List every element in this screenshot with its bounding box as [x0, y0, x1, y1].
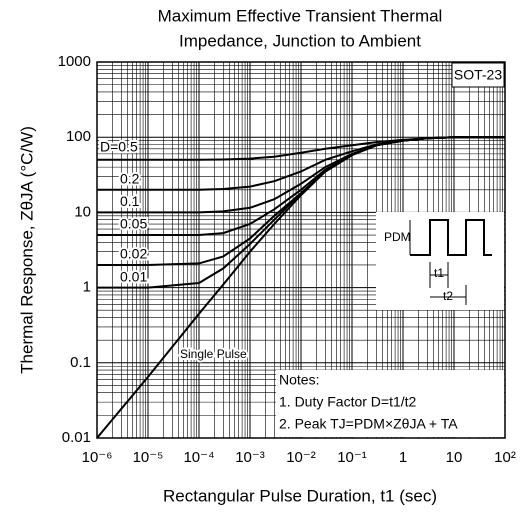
y-tick-label: 1000 [58, 53, 91, 70]
y-tick-label: 1 [83, 279, 91, 296]
package-label: SOT-23 [454, 67, 502, 83]
note-text: 1. Duty Factor D=t1/t2 [279, 394, 417, 410]
x-tick-label: 10² [494, 449, 516, 466]
pulse-box [376, 212, 504, 310]
x-tick-label: 1 [399, 449, 407, 466]
plot-frame [96, 61, 506, 439]
notes-box [276, 370, 504, 437]
x-tick-label: 10⁻³ [235, 449, 265, 466]
series-label: 0.05 [120, 216, 147, 232]
package-box [451, 62, 505, 88]
y-tick-label: 10 [74, 203, 91, 220]
pulse-label: t2 [443, 289, 453, 303]
series-line [96, 136, 505, 439]
x-tick-label: 10⁻⁶ [82, 449, 113, 466]
series-label: 0.02 [120, 246, 147, 262]
chart-title: Impedance, Junction to Ambient [179, 31, 421, 50]
pulse-dims [409, 220, 467, 305]
x-tick-label: 10⁻¹ [337, 449, 367, 466]
x-tick-label: 10⁻⁵ [133, 449, 164, 466]
y-tick-label: 0.1 [70, 354, 91, 371]
series-label: D=0.5 [100, 139, 138, 155]
x-axis-label: Rectangular Pulse Duration, t1 (sec) [163, 486, 437, 505]
pulse-label: t1 [434, 266, 444, 280]
pulse-label: PDM [384, 230, 411, 244]
chart-title: Maximum Effective Transient Thermal [158, 6, 443, 25]
series-label: Single Pulse [180, 347, 247, 361]
y-tick-label: 0.01 [62, 429, 91, 446]
y-tick-label: 100 [66, 128, 91, 145]
x-tick-label: 10⁻⁴ [183, 449, 214, 466]
y-axis-label: Thermal Response, ZθJA (°C/W) [17, 126, 36, 374]
series-label: 0.1 [120, 193, 140, 209]
pulse-wave [410, 219, 492, 256]
series-label: 0.2 [120, 170, 140, 186]
series-label: 0.01 [120, 268, 147, 284]
note-text: Notes: [279, 372, 319, 388]
x-tick-label: 10⁻² [286, 449, 316, 466]
note-text: 2. Peak TJ=PDM×ZθJA + TA [279, 416, 458, 432]
x-tick-label: 10 [446, 449, 463, 466]
